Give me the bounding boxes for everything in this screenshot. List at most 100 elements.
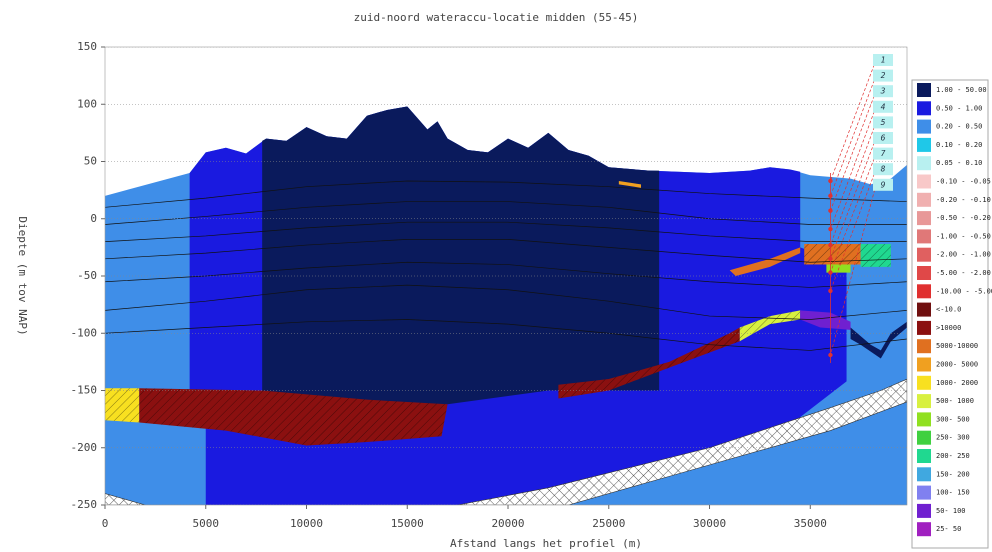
well-connector <box>830 59 877 182</box>
legend-label: 0.10 - 0.20 <box>936 141 982 149</box>
well-tag <box>873 85 893 98</box>
well-connector <box>830 75 877 196</box>
well-connector <box>830 153 877 273</box>
legend-label: 100- 150 <box>936 489 970 497</box>
contour-line <box>105 201 907 225</box>
legend-label: 150- 200 <box>936 470 970 478</box>
well-connector <box>830 91 877 211</box>
well-connector <box>830 184 877 356</box>
legend-swatch <box>917 339 931 354</box>
x-axis-label: Afstand langs het profiel (m) <box>450 537 642 550</box>
legend-swatch <box>917 394 931 409</box>
x-tick-label: 25000 <box>592 517 625 530</box>
well-label: 8 <box>881 165 886 174</box>
layer <box>800 310 851 330</box>
chart-title: zuid-noord wateraccu-locatie midden (55-… <box>354 11 639 24</box>
well-point <box>828 178 833 184</box>
x-tick-label: 30000 <box>693 517 726 530</box>
legend-label: 0.20 - 0.50 <box>936 123 982 131</box>
well-connector <box>830 106 877 230</box>
plot-area <box>105 47 907 505</box>
legend-label: <-10.0 <box>936 306 961 314</box>
x-tick-label: 20000 <box>491 517 524 530</box>
well-point <box>828 226 833 232</box>
contour-line <box>105 261 907 288</box>
legend-label: 300- 500 <box>936 415 970 423</box>
legend-swatch <box>917 211 931 226</box>
contour-line <box>105 319 907 351</box>
y-tick-label: -50 <box>77 269 97 282</box>
legend-label: 1.00 - 50.00 <box>936 86 987 94</box>
legend-label: -0.20 - -0.10 <box>936 196 991 204</box>
layer <box>262 106 660 408</box>
layer-hatch <box>139 388 448 446</box>
contour-line <box>105 221 907 242</box>
x-tick-label: 10000 <box>290 517 323 530</box>
layer-hatch <box>105 493 146 505</box>
legend-label: 2000- 5000 <box>936 361 978 369</box>
legend-label: -5.00 - -2.00 <box>936 269 991 277</box>
layer-hatch <box>860 243 891 267</box>
well-tag <box>873 178 893 191</box>
y-tick-label: -100 <box>71 326 98 339</box>
layer <box>729 247 801 276</box>
layer-hatch <box>457 378 907 505</box>
well-label: 2 <box>881 71 886 80</box>
well-point <box>828 270 833 275</box>
well-tag <box>873 54 893 66</box>
y-tick-label: 0 <box>90 212 97 225</box>
legend-swatch <box>917 284 931 299</box>
legend-swatch <box>917 137 931 152</box>
legend-label: 50- 100 <box>936 507 966 515</box>
y-tick-label: -150 <box>71 384 98 397</box>
legend-label: -1.00 - -0.50 <box>936 232 991 240</box>
legend-swatch <box>917 101 931 116</box>
legend-label: -0.10 - -0.05 <box>936 178 991 186</box>
well-label: 5 <box>881 118 886 127</box>
legend-swatch <box>917 412 931 427</box>
legend-label: 5000-10000 <box>936 342 978 350</box>
legend-label: >10000 <box>936 324 961 332</box>
well-point <box>828 193 833 199</box>
well-tag <box>873 69 893 82</box>
y-axis-label: Diepte (m tov NAP) <box>16 216 29 335</box>
layer-hatch <box>558 327 740 399</box>
well-point <box>828 242 833 248</box>
well-label: 6 <box>881 134 886 143</box>
legend-swatch <box>917 119 931 134</box>
legend: 1.00 - 50.00 0.50 - 1.00 0.20 - 0.50 0.10 -… <box>917 83 992 537</box>
legend-swatch <box>917 192 931 207</box>
well-point <box>828 352 833 358</box>
x-tick-label: 15000 <box>391 517 424 530</box>
legend-swatch <box>917 503 931 518</box>
legend-swatch <box>917 430 931 445</box>
legend-swatch <box>917 485 931 500</box>
legend-swatch <box>917 522 931 537</box>
well-point <box>828 288 833 294</box>
legend-label: -0.50 - -0.20 <box>936 214 991 222</box>
well-tag <box>873 100 893 113</box>
legend-label: 0.05 - 0.10 <box>936 159 982 167</box>
well-label: 3 <box>880 87 886 96</box>
legend-swatch <box>917 247 931 262</box>
legend-label: 250- 300 <box>936 434 970 442</box>
layer <box>850 321 907 359</box>
legend-label: -10.00 - -5.00 <box>936 287 992 295</box>
y-tick-label: 150 <box>77 40 97 53</box>
legend-swatch <box>917 449 931 463</box>
well-label: 9 <box>881 180 886 189</box>
y-tick-label: -200 <box>71 441 98 454</box>
y-tick-label: -250 <box>71 498 98 511</box>
legend-swatch <box>917 174 931 189</box>
x-tick-label: 35000 <box>794 517 827 530</box>
contour-line <box>105 284 907 320</box>
legend-label: 500- 1000 <box>936 397 974 405</box>
x-tick-label: 0 <box>102 517 109 530</box>
well-tag <box>873 163 893 176</box>
well-point <box>828 208 833 213</box>
well-tag <box>873 147 893 160</box>
layer <box>618 180 642 188</box>
legend-swatch <box>917 156 931 171</box>
well-point <box>828 256 833 262</box>
